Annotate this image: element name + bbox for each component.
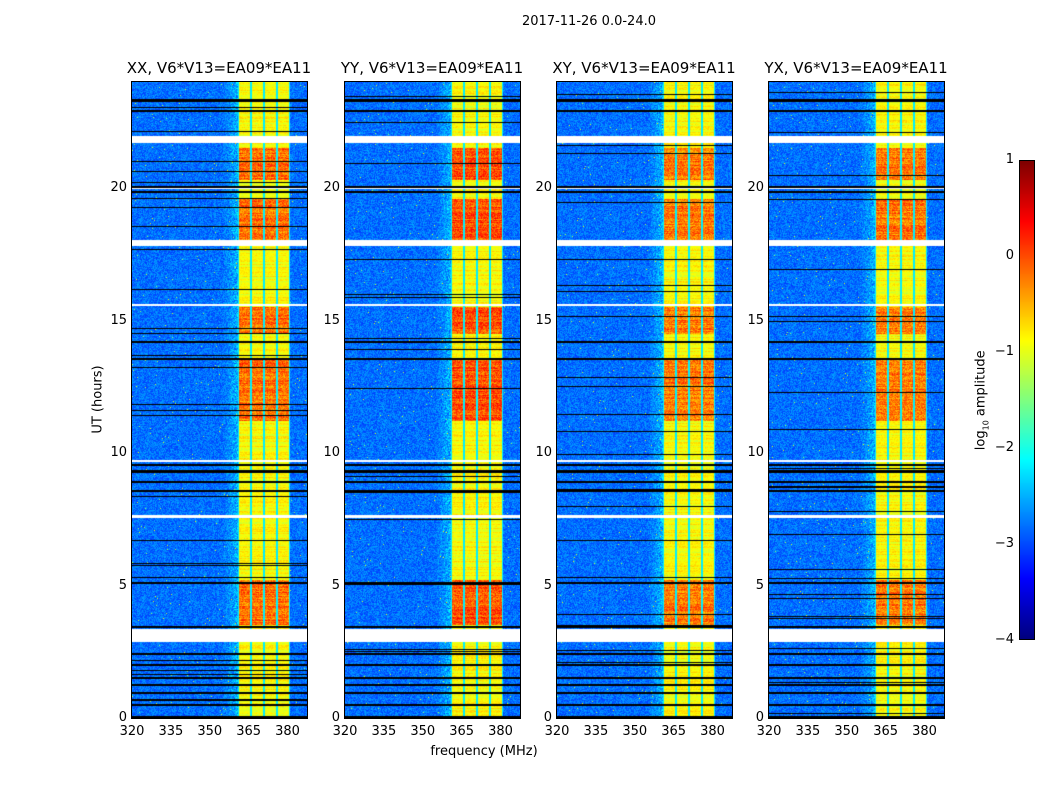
x-tick-label: 335: [158, 724, 184, 739]
x-tick-label: 335: [371, 724, 397, 739]
y-tick-label: 5: [118, 577, 127, 593]
x-tick-label: 380: [488, 724, 513, 739]
y-tick-label: 20: [110, 180, 127, 195]
x-tick-label: 365: [449, 724, 475, 739]
x-tick-label: 365: [236, 724, 262, 739]
y-tick-label: 10: [535, 445, 552, 460]
x-tick-label: 350: [622, 724, 648, 739]
x-tick-label: 365: [661, 724, 687, 739]
y-tick-label: 0: [543, 710, 552, 725]
colorbar-tick-label: −1: [994, 344, 1014, 359]
x-tick-label: 350: [834, 724, 860, 739]
y-tick-label: 15: [535, 312, 552, 328]
y-tick-label: 0: [331, 710, 340, 725]
figure-title: 2017-11-26 0.0-24.0: [522, 14, 656, 29]
panel-title: XX, V6*V13=EA09*EA11: [126, 59, 312, 77]
heatmap-panel: [768, 81, 945, 719]
x-tick-label: 320: [544, 724, 570, 739]
colorbar-tick-label: −2: [994, 440, 1014, 455]
x-tick-label: 365: [873, 724, 899, 739]
y-tick-label: 20: [323, 180, 340, 195]
colorbar-label: log10 amplitude: [973, 350, 991, 451]
y-tick-label: 0: [118, 710, 127, 725]
colorbar-tick-label: −3: [994, 536, 1014, 551]
x-tick-label: 380: [275, 724, 300, 739]
x-tick-label: 380: [912, 724, 937, 739]
heatmap-image: [132, 82, 307, 718]
y-tick-label: 15: [747, 312, 764, 328]
y-tick-label: 10: [747, 445, 764, 460]
panel-title: XY, V6*V13=EA09*EA11: [552, 59, 736, 77]
y-axis-label: UT (hours): [90, 365, 106, 434]
x-axis-label: frequency (MHz): [430, 744, 538, 759]
heatmap-image: [557, 82, 732, 718]
colorbar-tick-label: −4: [994, 632, 1014, 647]
y-tick-label: 10: [110, 445, 127, 460]
panel-title: YX, V6*V13=EA09*EA11: [764, 59, 948, 77]
y-tick-label: 5: [755, 577, 764, 593]
heatmap-image: [769, 82, 944, 718]
y-tick-label: 0: [755, 710, 764, 725]
y-tick-label: 10: [323, 445, 340, 460]
heatmap-image: [345, 82, 520, 718]
x-tick-label: 350: [410, 724, 436, 739]
y-tick-label: 20: [535, 180, 552, 195]
colorbar-tick-label: 0: [1005, 248, 1014, 263]
y-tick-label: 15: [110, 312, 127, 328]
heatmap-panel: [344, 81, 521, 719]
x-tick-label: 320: [756, 724, 782, 739]
heatmap-panel: [556, 81, 733, 719]
x-tick-label: 320: [332, 724, 358, 739]
colorbar-tick-label: 1: [1005, 152, 1014, 167]
x-tick-label: 380: [700, 724, 725, 739]
x-tick-label: 335: [583, 724, 609, 739]
y-tick-label: 20: [747, 180, 764, 195]
heatmap-panel: [131, 81, 308, 719]
x-tick-label: 335: [795, 724, 821, 739]
colorbar: [1019, 160, 1035, 640]
y-tick-label: 5: [331, 577, 340, 593]
panel-title: YY, V6*V13=EA09*EA11: [340, 59, 524, 77]
x-tick-label: 350: [197, 724, 223, 739]
y-tick-label: 15: [323, 312, 340, 328]
x-tick-label: 320: [119, 724, 145, 739]
y-tick-label: 5: [543, 577, 552, 593]
